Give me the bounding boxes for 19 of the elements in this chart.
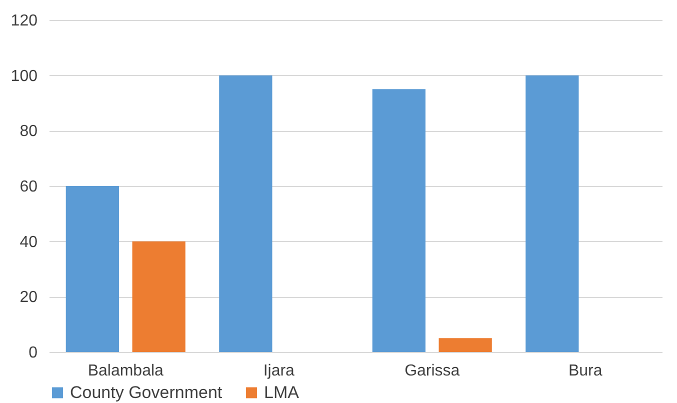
bar — [219, 75, 272, 352]
y-tick-label: 80 — [20, 123, 38, 140]
bar — [526, 75, 579, 352]
y-tick-label: 120 — [10, 12, 38, 30]
y-tick-label: 100 — [10, 68, 38, 85]
bar — [132, 241, 186, 352]
y-tick-label: 0 — [28, 344, 38, 362]
legend-label: County Government — [70, 382, 222, 402]
x-tick-label: Ijara — [263, 362, 295, 380]
y-tick-label: 60 — [20, 178, 38, 196]
bar — [372, 89, 426, 352]
x-tick-label: Balambala — [88, 362, 164, 380]
x-tick-label: Bura — [568, 362, 602, 380]
y-tick-label: 20 — [20, 289, 38, 306]
legend-label: LMA — [264, 382, 300, 402]
x-tick-label: Garissa — [404, 362, 460, 380]
bar — [438, 338, 492, 352]
bar — [66, 186, 119, 352]
y-tick-label: 40 — [20, 234, 38, 251]
